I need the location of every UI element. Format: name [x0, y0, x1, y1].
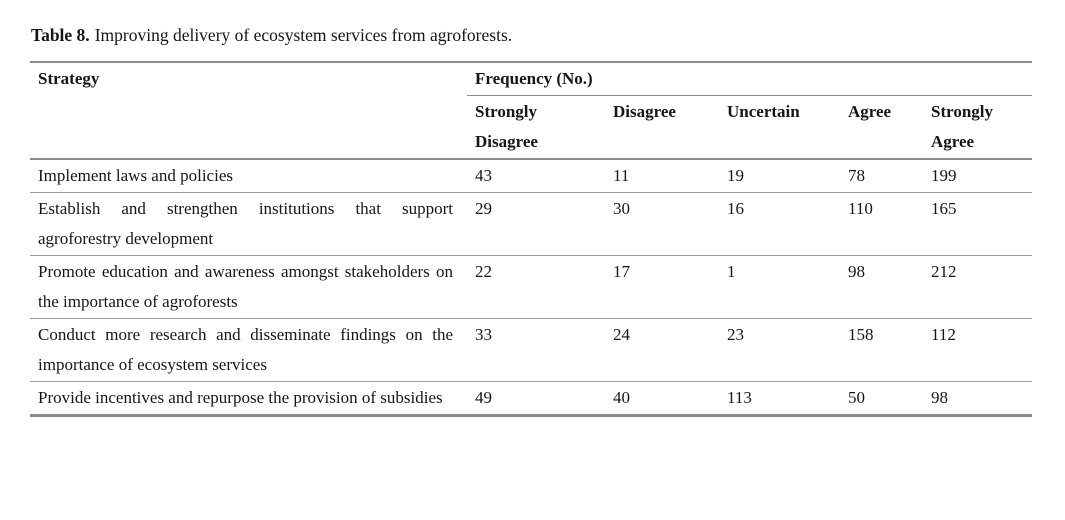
value-disagree: 17 — [605, 255, 719, 319]
value-strongly-agree: 212 — [923, 255, 1033, 319]
value-disagree: 40 — [605, 381, 719, 417]
value-disagree: 24 — [605, 318, 719, 382]
column-group-header-frequency: Frequency (No.) — [467, 61, 1033, 96]
strategy-cell: Establish and strengthen institutions th… — [30, 192, 467, 256]
value-agree: 50 — [840, 381, 923, 417]
results-table: Strategy Frequency (No.) Strongly Disagr… — [30, 61, 1033, 417]
value-strongly-disagree: 43 — [475, 166, 492, 185]
strategy-cell: Implement laws and policies — [38, 166, 233, 185]
table-row: Promote education and awareness amongst … — [30, 255, 1033, 319]
page: Table 8. Improving delivery of ecosystem … — [30, 22, 1035, 417]
value-strongly-agree: 98 — [923, 381, 1033, 417]
group-header-row: Strategy Frequency (No.) — [30, 61, 1033, 160]
value-agree: 98 — [840, 255, 923, 319]
value-agree: 158 — [840, 318, 923, 382]
column-header-agree: Agree — [840, 95, 923, 160]
table-row: Provide incentives and repurpose the pro… — [30, 381, 1033, 417]
value-strongly-agree: 165 — [923, 192, 1033, 256]
value-strongly-disagree: 29 — [467, 192, 605, 256]
table-row: Establish and strengthen institutions th… — [30, 192, 1033, 256]
value-agree: 78 — [848, 166, 865, 185]
value-strongly-agree: 199 — [931, 166, 957, 185]
value-uncertain: 23 — [719, 318, 840, 382]
strategy-cell: Promote education and awareness amongst … — [30, 255, 467, 319]
column-header-strongly-agree: Strongly Agree — [923, 95, 1033, 160]
table-caption-text: Improving delivery of ecosystem services… — [94, 25, 513, 45]
table-row: Conduct more research and disseminate fi… — [30, 318, 1033, 382]
value-uncertain: 113 — [719, 381, 840, 417]
column-header-strongly-disagree: Strongly Disagree — [467, 95, 605, 160]
strategy-cell: Conduct more research and disseminate fi… — [30, 318, 467, 382]
column-header-uncertain: Uncertain — [719, 95, 840, 160]
value-strongly-disagree: 49 — [467, 381, 605, 417]
value-disagree: 11 — [613, 166, 630, 185]
value-disagree: 30 — [605, 192, 719, 256]
value-strongly-disagree: 22 — [467, 255, 605, 319]
value-uncertain: 19 — [727, 166, 744, 185]
sub-header-row: Strongly Disagree Disagree Uncertain Agr… — [30, 95, 1033, 160]
table-caption: Table 8. Improving delivery of ecosystem … — [31, 22, 1035, 48]
value-uncertain: 1 — [719, 255, 840, 319]
value-uncertain: 16 — [719, 192, 840, 256]
value-strongly-agree: 112 — [923, 318, 1033, 382]
value-agree: 110 — [840, 192, 923, 256]
table-caption-label: Table 8. — [31, 25, 90, 45]
value-strongly-disagree: 33 — [467, 318, 605, 382]
column-header-strategy: Strategy — [30, 61, 467, 160]
table-row: Implement laws and policies 43 11 19 78 … — [30, 159, 1032, 193]
column-header-disagree: Disagree — [605, 95, 719, 160]
strategy-cell: Provide incentives and repurpose the pro… — [30, 381, 467, 417]
